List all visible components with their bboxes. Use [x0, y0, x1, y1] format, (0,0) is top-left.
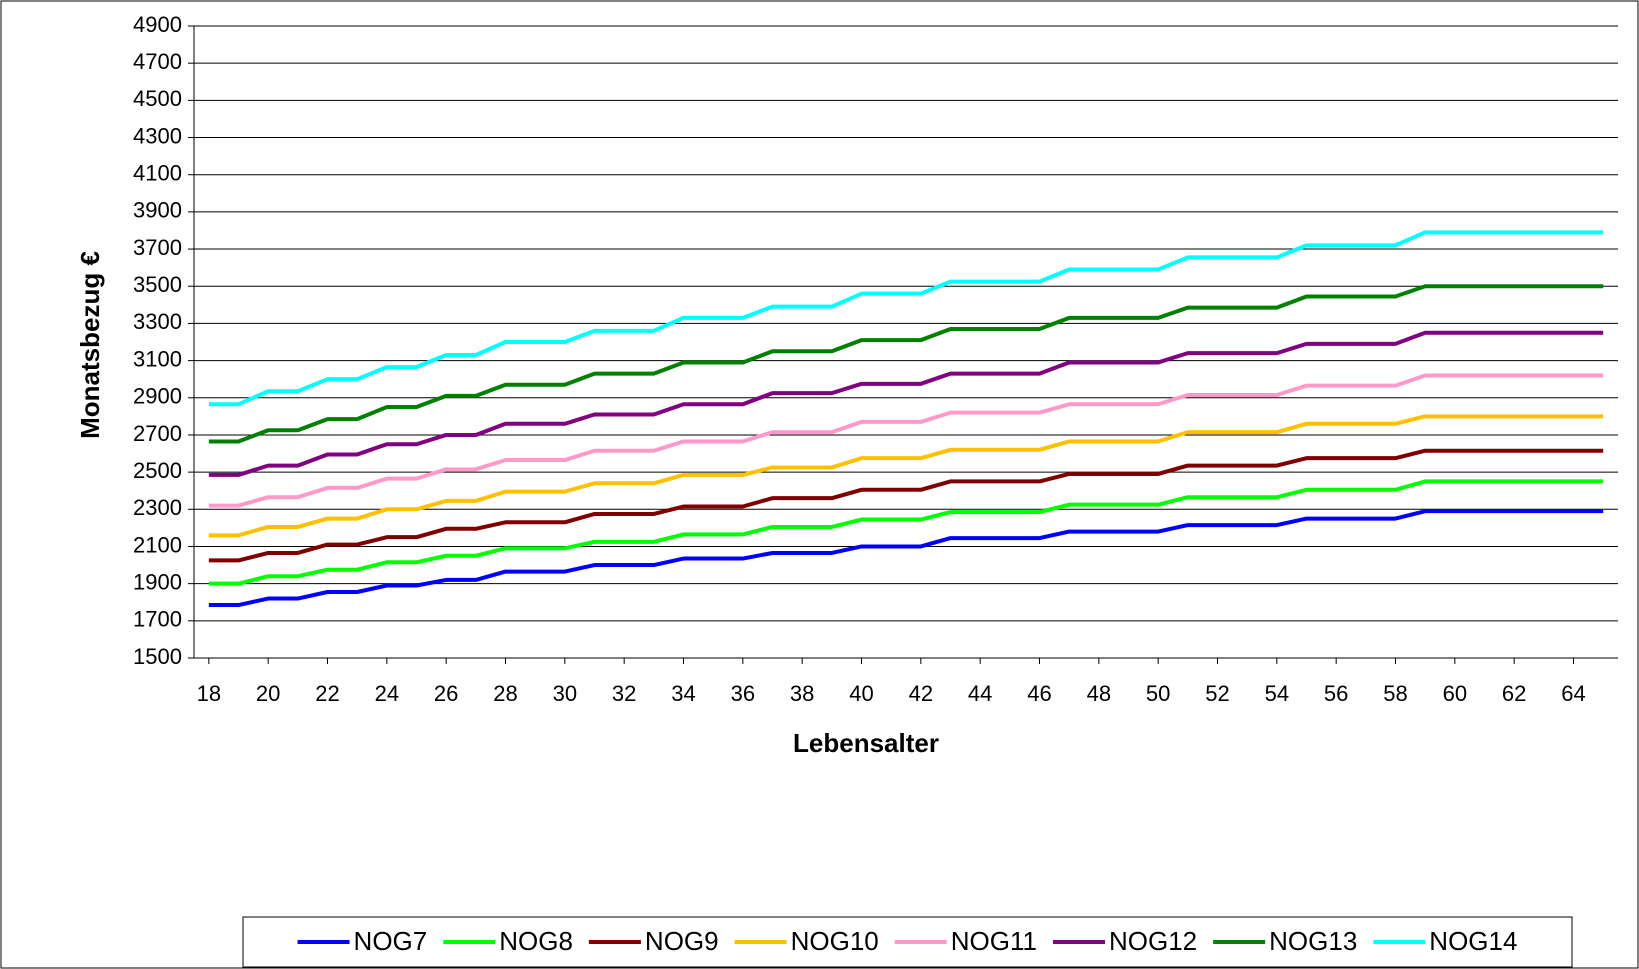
x-tick-label: 34 — [671, 681, 695, 706]
x-tick-label: 54 — [1265, 681, 1289, 706]
series-line — [208, 448, 1604, 563]
x-tick-label: 20 — [256, 681, 280, 706]
x-tick-label: 58 — [1383, 681, 1407, 706]
legend-label: NOG10 — [791, 926, 879, 956]
legend-label: NOG13 — [1269, 926, 1357, 956]
x-tick-label: 42 — [909, 681, 933, 706]
y-tick-label: 4300 — [133, 123, 182, 148]
y-tick-label: 2300 — [133, 495, 182, 520]
series-line — [208, 414, 1604, 538]
y-tick-label: 3500 — [133, 272, 182, 297]
x-tick-label: 30 — [553, 681, 577, 706]
x-tick-label: 48 — [1087, 681, 1111, 706]
series-line — [208, 479, 1604, 586]
y-tick-label: 1700 — [133, 607, 182, 632]
y-tick-label: 3300 — [133, 309, 182, 334]
x-tick-label: 60 — [1443, 681, 1467, 706]
legend-label: NOG7 — [354, 926, 428, 956]
x-tick-label: 52 — [1205, 681, 1229, 706]
x-tick-label: 32 — [612, 681, 636, 706]
y-tick-label: 4100 — [133, 161, 182, 186]
y-tick-label: 3700 — [133, 235, 182, 260]
x-axis-title: Lebensalter — [793, 728, 939, 758]
y-tick-label: 4500 — [133, 86, 182, 111]
legend-label: NOG12 — [1109, 926, 1197, 956]
x-tick-label: 62 — [1502, 681, 1526, 706]
x-tick-label: 56 — [1324, 681, 1348, 706]
y-tick-label: 1500 — [133, 644, 182, 669]
x-tick-label: 44 — [968, 681, 992, 706]
y-axis-title: Monatsbezug € — [75, 251, 105, 439]
y-tick-label: 3900 — [133, 198, 182, 223]
x-tick-label: 36 — [731, 681, 755, 706]
x-tick-label: 18 — [197, 681, 221, 706]
x-tick-label: 24 — [375, 681, 399, 706]
series-line — [208, 284, 1604, 444]
y-tick-label: 2700 — [133, 421, 182, 446]
x-tick-label: 28 — [493, 681, 517, 706]
legend-label: NOG11 — [951, 926, 1037, 956]
legend-label: NOG14 — [1429, 926, 1517, 956]
legend: NOG7 NOG8 NOG9 NOG10 NOG11 NOG12 NOG13 NOG14 — [297, 926, 1517, 956]
y-tick-label: 2500 — [133, 458, 182, 483]
x-tick-label: 46 — [1027, 681, 1051, 706]
y-tick-label: 2900 — [133, 384, 182, 409]
x-tick-label: 50 — [1146, 681, 1170, 706]
series-line — [208, 330, 1604, 477]
series-line — [208, 509, 1604, 608]
x-tick-label: 40 — [849, 681, 873, 706]
x-tick-label: 38 — [790, 681, 814, 706]
y-tick-label: 3100 — [133, 346, 182, 371]
x-tick-label: 64 — [1561, 681, 1585, 706]
series-line — [208, 373, 1604, 508]
y-tick-label: 4700 — [133, 49, 182, 74]
x-tick-label: 22 — [315, 681, 339, 706]
legend-label: NOG8 — [499, 926, 573, 956]
legend-label: NOG9 — [645, 926, 719, 956]
y-tick-label: 4900 — [133, 12, 182, 37]
series-line — [208, 230, 1604, 407]
y-tick-label: 2100 — [133, 532, 182, 557]
x-tick-label: 26 — [434, 681, 458, 706]
y-tick-label: 1900 — [133, 569, 182, 594]
